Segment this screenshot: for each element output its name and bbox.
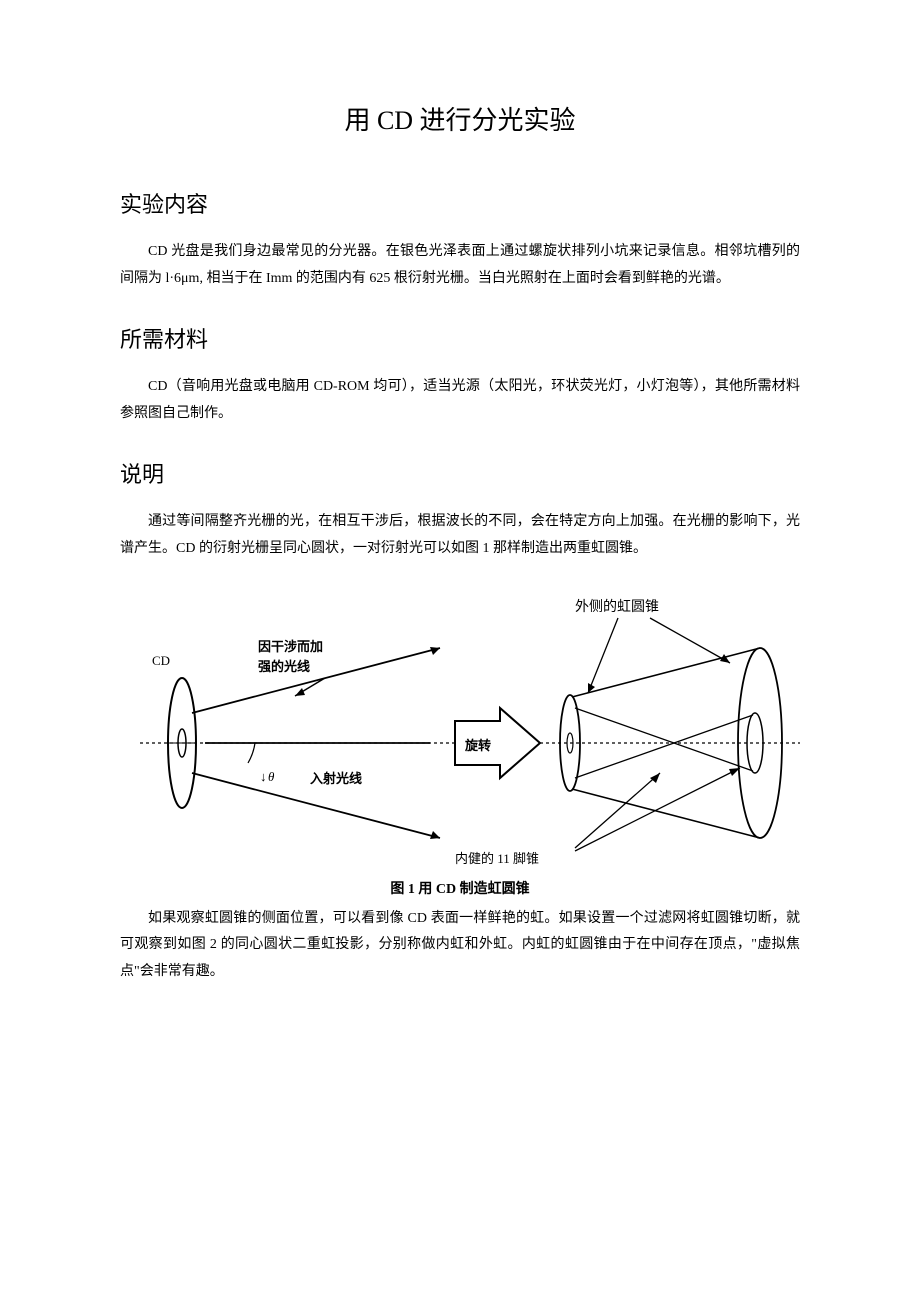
section-materials-paragraph: CD（音响用光盘或电脑用 CD-ROM 均可），适当光源（太阳光，环状荧光灯，小… bbox=[120, 374, 800, 427]
page-title: 用 CD 进行分光实验 bbox=[120, 100, 800, 137]
label-inner-cone: 内健的 11 脚锥 bbox=[455, 851, 539, 866]
label-enhanced-bottom: 强的光线 bbox=[258, 659, 310, 674]
section-explanation-paragraph1: 通过等间隔整齐光栅的光，在相互干涉后，根据波长的不同，会在特定方向上加强。在光栅… bbox=[120, 509, 800, 562]
label-cd: CD bbox=[152, 653, 170, 668]
section-content-heading: 实验内容 bbox=[120, 187, 800, 219]
section-explanation-heading: 说明 bbox=[120, 457, 800, 489]
label-theta: θ bbox=[268, 769, 275, 784]
figure-1-diagram: 外侧的虹圆锥 CD 因干涉而加 强的光线 ↓ θ bbox=[120, 593, 800, 873]
label-rotation: 旋转 bbox=[464, 738, 491, 753]
figure-1-caption: 图 1 用 CD 制造虹圆锥 bbox=[120, 878, 800, 898]
svg-text:↓: ↓ bbox=[260, 769, 267, 784]
label-incident: 入射光线 bbox=[310, 771, 362, 786]
figure-1-container: 外侧的虹圆锥 CD 因干涉而加 强的光线 ↓ θ bbox=[120, 593, 800, 873]
section-content-paragraph: CD 光盘是我们身边最常见的分光器。在银色光泽表面上通过螺旋状排列小坑来记录信息… bbox=[120, 239, 800, 292]
label-enhanced-top: 因干涉而加 bbox=[258, 639, 323, 654]
label-outer-cone: 外侧的虹圆锥 bbox=[575, 598, 659, 614]
section-explanation-paragraph2: 如果观察虹圆锥的侧面位置，可以看到像 CD 表面一样鲜艳的虹。如果设置一个过滤网… bbox=[120, 906, 800, 986]
section-materials-heading: 所需材料 bbox=[120, 322, 800, 354]
